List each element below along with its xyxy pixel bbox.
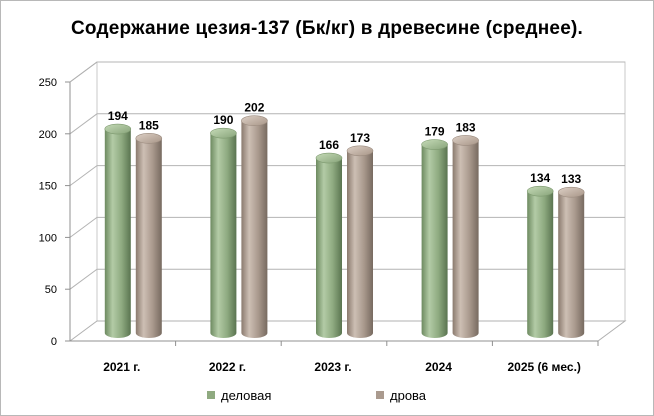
bar-top — [526, 185, 554, 197]
bar-series-2-4 — [452, 135, 479, 338]
labels-layer: 194 185 190 202 166 173 179 183 134 133 — [108, 101, 582, 186]
bar-body — [452, 140, 479, 338]
bar-series-1-4 — [421, 139, 448, 338]
y-tick-label: 250 — [39, 77, 57, 89]
bar-top — [135, 133, 163, 144]
y-tick-label: 0 — [51, 336, 57, 348]
bar-top — [104, 123, 132, 135]
bar-top — [241, 115, 268, 127]
bar-series-2-5 — [557, 186, 585, 338]
bar-body — [527, 191, 554, 338]
data-label: 179 — [425, 125, 445, 139]
bar-body — [558, 192, 585, 338]
data-label: 190 — [213, 113, 233, 127]
bar-top — [315, 152, 343, 164]
gridline — [69, 61, 625, 83]
data-label: 134 — [530, 171, 550, 185]
data-label: 183 — [456, 120, 476, 134]
gridline — [69, 216, 625, 238]
x-tick-label: 2024 — [425, 360, 452, 374]
y-tick-label: 200 — [39, 129, 57, 141]
bar-top — [421, 139, 448, 150]
bar-body — [104, 129, 131, 338]
bar-body — [347, 150, 373, 338]
bar-top — [346, 145, 374, 157]
bar-series-1-2 — [210, 127, 237, 338]
bar-body — [210, 133, 237, 338]
bar-top — [452, 135, 479, 146]
bar-series-2-1 — [135, 133, 163, 338]
bar-series-2-2 — [241, 115, 268, 338]
bar-body — [241, 120, 268, 338]
legend-swatch-series-1 — [207, 391, 215, 399]
data-label: 194 — [108, 109, 128, 123]
x-tick-label: 2021 г. — [103, 360, 140, 374]
bar-series-1-1 — [104, 123, 132, 338]
x-tick-label: 2023 г. — [314, 360, 351, 374]
y-axis-depth-line — [69, 61, 98, 83]
data-label: 173 — [350, 131, 370, 145]
legend: деловая дрова — [0, 388, 654, 408]
axis-layer: 0 50 100 150 200 250 2021 г. 2022 г. 2023 г. 2024… — [39, 61, 599, 374]
data-label: 166 — [319, 138, 339, 152]
y-tick-label: 100 — [39, 232, 57, 244]
bar-body — [421, 144, 448, 338]
legend-label-series-2: дрова — [390, 388, 427, 403]
y-tick-label: 50 — [45, 284, 57, 296]
gridline — [69, 268, 625, 290]
bar-body — [316, 158, 342, 338]
bar-top — [210, 127, 237, 139]
data-label: 202 — [244, 101, 264, 115]
gridline — [69, 113, 625, 135]
legend-swatch-series-2 — [376, 391, 384, 399]
bar-series-1-3 — [315, 152, 343, 338]
y-tick-label: 150 — [39, 181, 57, 193]
data-label: 133 — [561, 172, 581, 186]
legend-label-series-1: деловая — [221, 388, 272, 403]
bar-series-2-3 — [346, 145, 374, 338]
bar-top — [557, 186, 585, 198]
chart-title: Содержание цезия-137 (Бк/кг) в древесине… — [71, 18, 583, 39]
bar-series-1-5 — [526, 185, 554, 338]
x-tick-label: 2025 (6 мес.) — [507, 360, 580, 374]
bars-layer — [104, 115, 585, 338]
data-label: 185 — [139, 118, 159, 132]
x-tick-label: 2022 г. — [209, 360, 246, 374]
gridline — [69, 165, 625, 187]
bar-body — [135, 138, 162, 338]
